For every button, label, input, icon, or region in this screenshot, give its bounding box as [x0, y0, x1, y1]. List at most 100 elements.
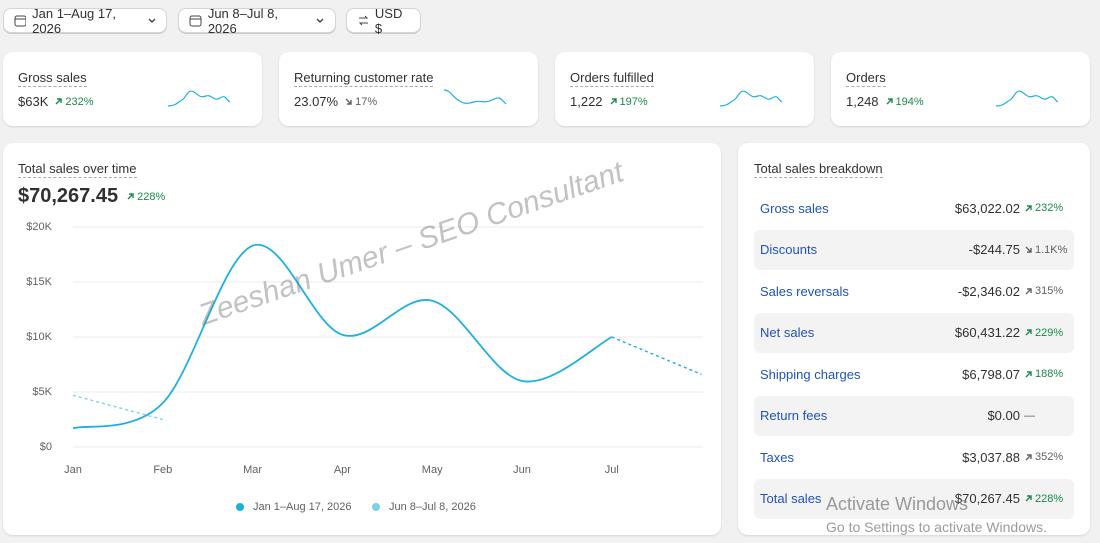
kpi-value: 23.07% 17%	[294, 94, 377, 109]
legend-dot	[236, 503, 244, 511]
kpi-card[interactable]: Orders fulfilled 1,222 197%	[555, 52, 814, 126]
change-text: 197%	[619, 95, 648, 108]
row-label[interactable]: Net sales	[760, 325, 815, 340]
row-value: -$2,346.02	[957, 283, 1020, 299]
row-value: $0.00	[987, 408, 1020, 423]
x-tick-label: Feb	[153, 464, 172, 476]
y-tick-label: $0	[40, 441, 52, 453]
filter-icon	[358, 15, 369, 26]
os-notice-subtitle: Go to Settings to activate Windows.	[826, 519, 1047, 535]
sparkline	[444, 89, 507, 105]
kpi-card[interactable]: Returning customer rate 23.07% 17%	[279, 52, 538, 126]
x-tick-label: Jan	[64, 464, 82, 476]
breakdown-row: Gross sales $63,022.02 232%	[754, 188, 1074, 228]
row-label[interactable]: Total sales	[760, 491, 822, 506]
filter-label: USD $	[374, 5, 403, 36]
change-text: 188%	[1035, 368, 1064, 380]
change-text: 228%	[137, 190, 166, 203]
row-label[interactable]: Return fees	[760, 408, 828, 423]
kpi-card[interactable]: Orders 1,248 194%	[831, 52, 1090, 126]
row-label[interactable]: Discounts	[760, 242, 818, 257]
change-text: 232%	[1035, 202, 1064, 214]
change-text: 229%	[1035, 326, 1064, 339]
change: —	[1024, 410, 1035, 422]
trend-icon	[345, 98, 352, 105]
filter-button[interactable]: USD $	[346, 5, 421, 36]
change: 1.1K%	[1024, 244, 1067, 256]
x-tick-label: Jun	[513, 464, 531, 476]
y-tick-label: $15K	[26, 276, 52, 288]
kpi-title: Returning customer rate	[294, 70, 434, 87]
chevron	[148, 18, 156, 23]
trend-icon	[55, 98, 63, 105]
breakdown-row: Total sales $70,267.45 228%	[754, 478, 1074, 519]
line	[72, 243, 613, 430]
filter-icon	[189, 15, 202, 27]
change: 188%	[1024, 368, 1063, 380]
chevron	[316, 18, 324, 23]
kpi-card[interactable]: Gross sales $63K 232%	[3, 52, 262, 126]
kpi-number: $63K	[18, 94, 49, 109]
x-tick-label: Mar	[243, 464, 262, 476]
chart-card: Total sales over time $70,267.45 228% $0…	[3, 143, 721, 535]
kpi-number: 1,248	[846, 94, 879, 109]
row-label[interactable]: Gross sales	[760, 200, 829, 216]
trend-icon	[1025, 246, 1032, 253]
change-text: —	[1024, 409, 1035, 422]
trend-icon	[1025, 204, 1032, 211]
change: 232%	[54, 96, 94, 108]
change-text: 315%	[1035, 285, 1064, 297]
line-chart: $0 $5K $10K $15K $20K Jan Feb Mar Apr May Jun Jul Ja…	[26, 221, 703, 513]
legend-dot	[372, 503, 380, 511]
change: 197%	[609, 96, 648, 108]
breakdown-row: Shipping charges $6,798.07 188%	[754, 354, 1074, 394]
sparkline	[720, 90, 783, 107]
trend-icon	[127, 193, 134, 200]
trend-icon	[1025, 287, 1032, 294]
y-tick-label: $10K	[26, 331, 52, 343]
kpi-title: Orders	[846, 70, 886, 87]
row-label[interactable]: Taxes	[760, 449, 794, 465]
os-notice-title: Activate Windows	[826, 494, 969, 514]
change: 17%	[344, 96, 377, 108]
y-tick-label: $5K	[32, 386, 52, 398]
line-dashed	[611, 336, 702, 376]
trend-icon	[1025, 370, 1032, 377]
chart-title: Total sales over time	[18, 161, 137, 178]
trend-icon	[1025, 329, 1032, 336]
filter-button[interactable]: Jun 8–Jul 8, 2026	[178, 6, 336, 36]
sparkline	[996, 90, 1059, 107]
change-text: 1.1K%	[1035, 243, 1068, 256]
change: 232%	[1024, 202, 1063, 214]
breakdown-title: Total sales breakdown	[754, 161, 883, 178]
sparkline	[168, 90, 231, 107]
line-dashed	[72, 394, 163, 421]
row-label[interactable]: Sales reversals	[760, 283, 849, 299]
kpi-value: $63K 232%	[18, 94, 94, 109]
trend-icon	[886, 98, 893, 105]
breakdown-row: Net sales $60,431.22 229%	[754, 312, 1074, 353]
x-tick-label: Jul	[605, 464, 619, 476]
kpi-number: 23.07%	[294, 94, 339, 109]
row-value: $63,022.02	[954, 200, 1020, 216]
filter-button[interactable]: Jan 1–Aug 17, 2026	[3, 5, 167, 36]
trend-icon	[1025, 495, 1032, 502]
x-tick-label: May	[422, 464, 443, 476]
row-value: $60,431.22	[954, 325, 1020, 340]
trend-icon	[1025, 453, 1032, 460]
kpi-title: Orders fulfilled	[570, 70, 654, 87]
row-label[interactable]: Shipping charges	[760, 366, 861, 382]
kpi-title: Gross sales	[18, 70, 87, 87]
y-tick-label: $20K	[26, 221, 52, 233]
chart-total: $70,267.45 228%	[18, 185, 165, 208]
breakdown-row: Return fees $0.00 —	[754, 395, 1074, 436]
change: 229%	[1024, 327, 1063, 339]
x-tick-label: Apr	[334, 464, 351, 476]
change: 352%	[1024, 451, 1063, 463]
row-value: $3,037.88	[962, 449, 1020, 465]
kpi-value: 1,248 194%	[846, 94, 924, 109]
breakdown-row: Sales reversals -$2,346.02 315%	[754, 271, 1074, 311]
filter-label: Jan 1–Aug 17, 2026	[32, 5, 116, 36]
change-text: 228%	[1035, 492, 1064, 505]
